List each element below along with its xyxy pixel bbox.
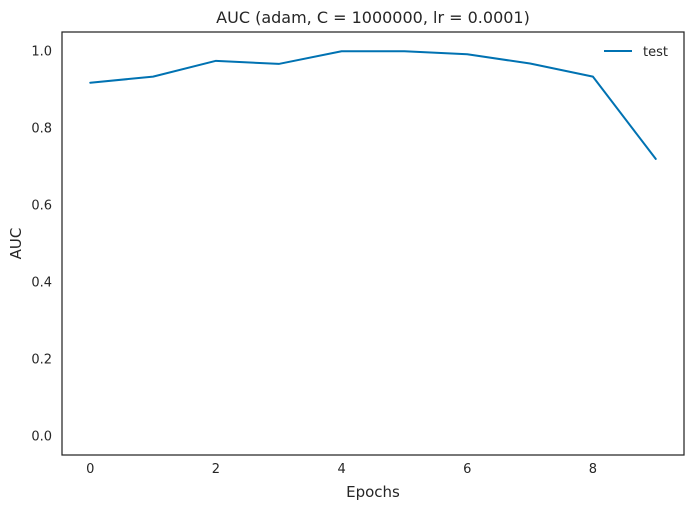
x-tick-label: 0 [86,462,94,477]
legend-label-test: test [643,45,668,60]
y-tick-label: 0.2 [31,352,52,367]
x-tick-label: 4 [337,462,345,477]
legend: test [604,45,668,60]
series-line-test [89,50,657,160]
plot-area-frame [61,31,685,456]
x-tick-label: 6 [463,462,471,477]
y-tick-label: 0.6 [31,199,52,214]
y-tick-label: 0.8 [31,122,52,137]
y-tick-label: 0.0 [31,429,52,444]
chart-title: AUC (adam, C = 1000000, lr = 0.0001) [216,8,530,27]
x-tick-label: 8 [589,462,597,477]
y-axis-ticks: 0.0 0.2 0.4 0.6 0.8 1.0 [31,45,52,445]
x-tick-label: 2 [212,462,220,477]
series-layer [89,50,657,160]
y-axis-label: AUC [7,228,25,260]
y-tick-label: 0.4 [31,275,52,290]
y-tick-label: 1.0 [31,45,52,60]
x-axis-ticks: 0 2 4 6 8 [86,462,597,477]
x-axis-label: Epochs [346,483,400,501]
